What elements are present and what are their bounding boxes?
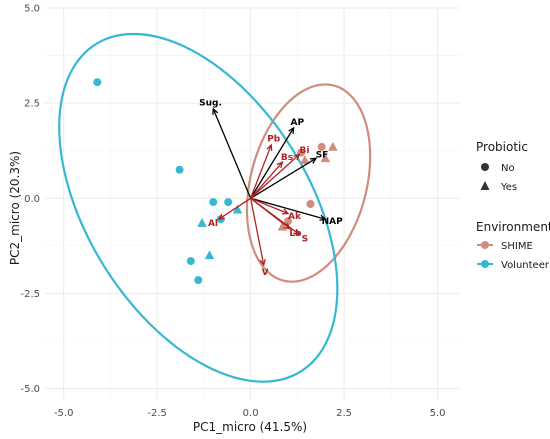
legend-probiotic-title: Probiotic [476, 140, 528, 154]
y-tick-label: -2.5 [20, 289, 40, 300]
point-shime-no [317, 142, 326, 151]
x-axis-title: PC1_micro (41.5%) [193, 420, 307, 434]
x-tick-label: 5.0 [430, 408, 446, 419]
point-volunteer-no [194, 276, 203, 285]
loading-label: S [302, 235, 308, 245]
legend-shime-icon [481, 241, 489, 249]
loading-arrow-head [212, 107, 219, 115]
legend-volunteer-icon [481, 260, 489, 268]
y-tick-label: 0.0 [24, 194, 40, 205]
x-tick-label: 2.5 [336, 408, 352, 419]
x-tick-label: 0.0 [243, 408, 259, 419]
loading-arrow-head [281, 208, 290, 215]
point-volunteer-no [224, 198, 233, 207]
legend-circle-icon [481, 163, 489, 171]
point-shime-yes [328, 141, 338, 151]
legend-probiotic-no: No [501, 163, 515, 174]
point-volunteer-no [93, 78, 102, 87]
point-shime-yes [320, 153, 331, 163]
loading-label: Bi [299, 146, 309, 156]
x-tick-label: -2.5 [147, 408, 167, 419]
loading-arrow-head [266, 143, 273, 152]
point-volunteer-yes [197, 218, 207, 227]
loading-arrow-head [310, 157, 318, 164]
legend: Probiotic No Yes Environment SHIME Volun… [476, 140, 550, 271]
point-shime-yes [300, 155, 310, 165]
legend-environment-volunteer: Volunteer [501, 260, 550, 271]
point-shime-yes [277, 221, 288, 231]
axis-ticks: -5.0 -2.5 0.0 2.5 5.0 -5.0 -2.5 0.0 2.5 5.0 [20, 4, 445, 420]
legend-environment-title: Environment [476, 220, 550, 234]
loading-arrow-line [250, 197, 300, 235]
point-volunteer-no [209, 198, 218, 207]
y-axis-title: PC2_micro (20.3%) [8, 151, 22, 265]
loading-arrow-head [276, 161, 284, 169]
confidence-ellipses [58, 32, 372, 383]
loading-arrow-line [250, 161, 283, 199]
point-volunteer-no [186, 257, 195, 266]
loading-arrow-line [250, 157, 317, 199]
loading-arrow-head [259, 258, 266, 267]
x-tick-label: -5.0 [54, 408, 74, 419]
point-shime-no [284, 217, 293, 226]
legend-environment-shime: SHIME [501, 241, 533, 252]
loading-label: Pb [267, 134, 281, 144]
legend-triangle-icon [480, 181, 490, 190]
loading-label: Lb [289, 229, 302, 239]
loading-label: Sug. [199, 98, 222, 108]
loading-arrow-head [293, 153, 301, 161]
loading-arrow-head [293, 228, 301, 236]
y-tick-label: 2.5 [24, 99, 40, 110]
loading-arrow-head [319, 214, 327, 221]
point-shime-no [306, 200, 315, 208]
loading-label: Ak [288, 212, 302, 222]
point-volunteer-yes [204, 250, 215, 260]
ellipse-volunteer [58, 32, 339, 383]
point-volunteer-yes [232, 204, 243, 214]
legend-probiotic-yes: Yes [500, 182, 517, 193]
loading-label: AP [290, 118, 304, 128]
grid [45, 7, 460, 400]
loading-arrow-head [217, 213, 225, 221]
loading-label: V [262, 268, 269, 278]
loading-arrow-line [250, 154, 300, 199]
loading-arrow-line [218, 197, 251, 220]
loading-arrow-line [250, 127, 295, 199]
loading-label: NAP [322, 217, 343, 227]
loading-label: SF [316, 151, 329, 161]
loading-label: Al [208, 219, 218, 229]
sample-points [93, 78, 338, 285]
loading-arrow-line [250, 197, 326, 220]
point-volunteer-no [175, 165, 184, 174]
loading-arrow-line [250, 144, 272, 199]
loading-arrow-head [283, 223, 292, 230]
loading-arrows [212, 107, 327, 267]
loading-label: Bs [281, 153, 293, 163]
y-tick-label: -5.0 [20, 384, 40, 395]
loading-arrow-line [249, 198, 265, 266]
loading-arrow-head [288, 126, 295, 134]
y-tick-label: 5.0 [24, 4, 40, 15]
loading-arrow-line [212, 108, 252, 199]
loading-arrow-line [250, 197, 289, 215]
